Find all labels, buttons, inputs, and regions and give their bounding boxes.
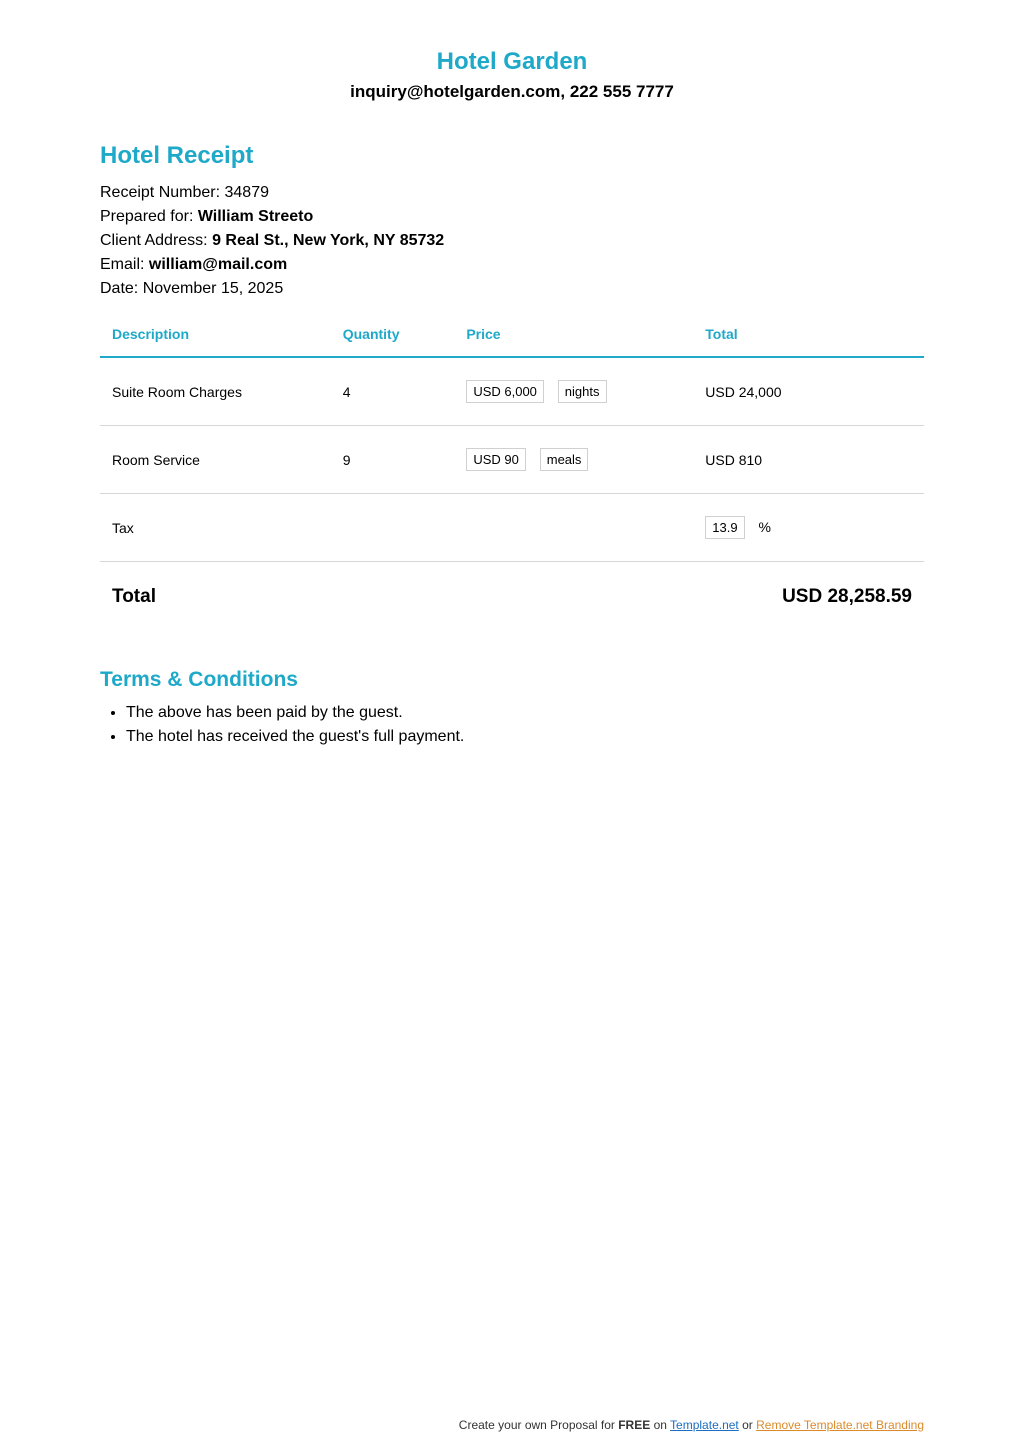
- footer-prefix: Create your own Proposal for: [459, 1418, 618, 1432]
- date-line: Date: November 15, 2025: [100, 280, 924, 298]
- email-line: Email: william@mail.com: [100, 256, 924, 274]
- prepared-for-value: William Streeto: [198, 208, 313, 225]
- terms-item: The hotel has received the guest's full …: [126, 728, 924, 746]
- receipt-title: Hotel Receipt: [100, 142, 924, 170]
- hotel-contact: inquiry@hotelgarden.com, 222 555 7777: [100, 82, 924, 102]
- receipt-number-value: 34879: [225, 184, 270, 201]
- terms-item: The above has been paid by the guest.: [126, 704, 924, 722]
- receipt-number-line: Receipt Number: 34879: [100, 184, 924, 202]
- table-row-tax: Tax 13.9 %: [100, 494, 924, 562]
- client-address-line: Client Address: 9 Real St., New York, NY…: [100, 232, 924, 250]
- grand-total-label: Total: [112, 586, 156, 608]
- footer-or: or: [739, 1418, 756, 1432]
- client-address-label: Client Address:: [100, 232, 212, 249]
- client-address-value: 9 Real St., New York, NY 85732: [212, 232, 444, 249]
- grand-total-value: USD 28,258.59: [782, 586, 912, 608]
- cell-quantity: 9: [331, 426, 455, 494]
- terms-title: Terms & Conditions: [100, 668, 924, 692]
- tax-unit: %: [758, 519, 770, 535]
- col-quantity: Quantity: [331, 316, 455, 357]
- col-price: Price: [454, 316, 693, 357]
- receipt-table: Description Quantity Price Total Suite R…: [100, 316, 924, 632]
- col-total: Total: [693, 316, 924, 357]
- prepared-for-label: Prepared for:: [100, 208, 198, 225]
- col-description: Description: [100, 316, 331, 357]
- tax-label: Tax: [100, 494, 331, 562]
- date-label: Date:: [100, 280, 143, 297]
- price-value: USD 90: [466, 448, 526, 471]
- prepared-for-line: Prepared for: William Streeto: [100, 208, 924, 226]
- terms-list: The above has been paid by the guest. Th…: [100, 704, 924, 746]
- cell-quantity: 4: [331, 357, 455, 426]
- price-value: USD 6,000: [466, 380, 544, 403]
- table-row: Suite Room Charges 4 USD 6,000 nights US…: [100, 357, 924, 426]
- grand-total-row: Total USD 28,258.59: [100, 562, 924, 632]
- tax-value: 13.9: [705, 516, 744, 539]
- email-value: william@mail.com: [149, 256, 287, 273]
- tax-cell: 13.9 %: [693, 494, 924, 562]
- hotel-name: Hotel Garden: [100, 48, 924, 76]
- cell-price: USD 90 meals: [454, 426, 693, 494]
- date-value: November 15, 2025: [143, 280, 284, 297]
- cell-description: Suite Room Charges: [100, 357, 331, 426]
- cell-total: USD 810: [693, 426, 924, 494]
- footer-link-remove-branding[interactable]: Remove Template.net Branding: [756, 1418, 924, 1432]
- cell-description: Room Service: [100, 426, 331, 494]
- footer-link-template[interactable]: Template.net: [670, 1418, 739, 1432]
- price-unit: meals: [540, 448, 589, 471]
- footer-on: on: [650, 1418, 670, 1432]
- receipt-number-label: Receipt Number:: [100, 184, 225, 201]
- cell-price: USD 6,000 nights: [454, 357, 693, 426]
- table-row: Room Service 9 USD 90 meals USD 810: [100, 426, 924, 494]
- footer-branding: Create your own Proposal for FREE on Tem…: [459, 1418, 924, 1432]
- footer-free: FREE: [618, 1418, 650, 1432]
- cell-total: USD 24,000: [693, 357, 924, 426]
- price-unit: nights: [558, 380, 607, 403]
- email-label: Email:: [100, 256, 149, 273]
